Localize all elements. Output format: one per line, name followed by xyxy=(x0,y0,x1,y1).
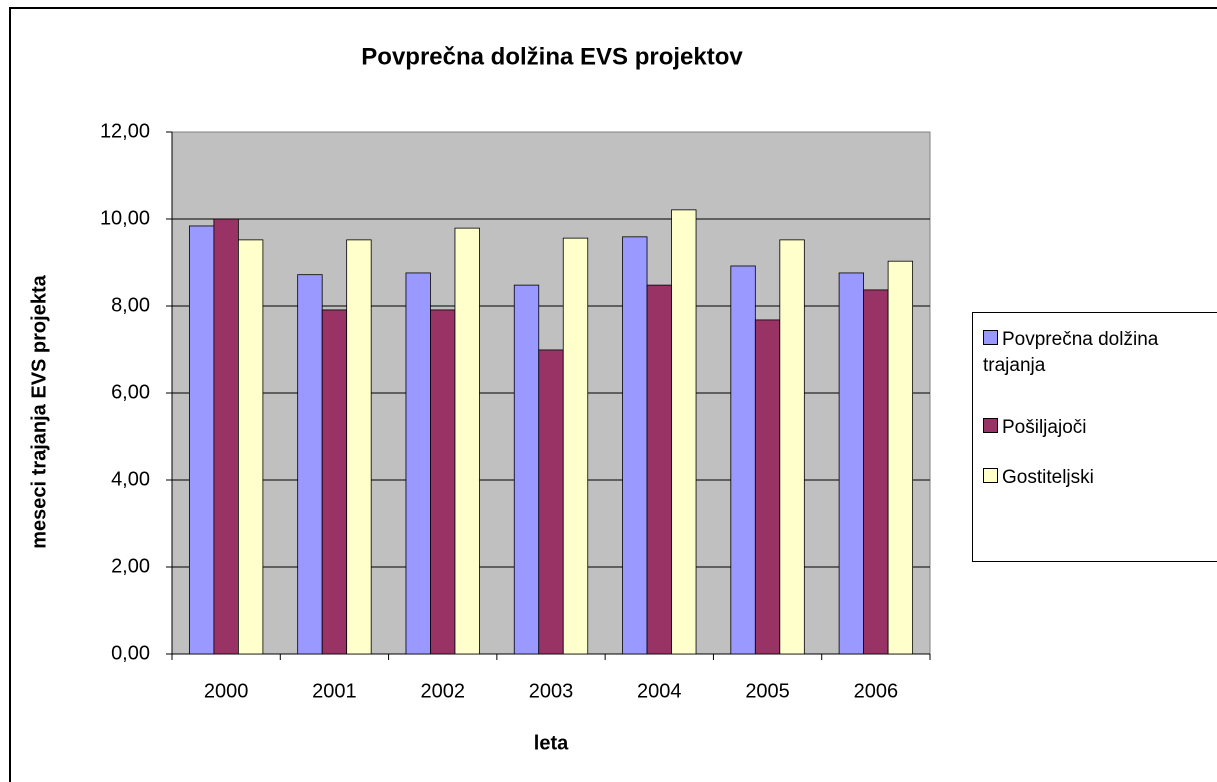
y-tick-label: 2,00 xyxy=(111,555,150,577)
bar xyxy=(730,265,756,655)
legend-swatch xyxy=(983,468,998,483)
bar xyxy=(754,319,781,655)
x-tick-label: 2003 xyxy=(529,680,574,702)
legend-label: Gostiteljski xyxy=(1002,467,1094,488)
y-tick-label: 10,00 xyxy=(100,207,150,229)
x-tick-label: 2004 xyxy=(637,680,682,702)
legend-swatch xyxy=(983,418,998,433)
y-tick-label: 12,00 xyxy=(100,120,150,142)
bar xyxy=(646,284,672,655)
bar xyxy=(538,349,564,655)
x-tick-label: 2002 xyxy=(420,680,465,702)
bar xyxy=(562,237,589,655)
x-tick-label: 2006 xyxy=(854,680,899,702)
bar xyxy=(213,218,239,655)
x-tick-label: 2000 xyxy=(204,680,249,702)
legend-label: Povprečna dolžina trajanja xyxy=(983,329,1159,376)
y-tick-label: 0,00 xyxy=(111,642,150,664)
bar xyxy=(622,236,648,655)
legend: Povprečna dolžina trajanja Pošiljajoči Gos… xyxy=(972,312,1217,562)
chart-title: Povprečna dolžina EVS projektov xyxy=(361,43,743,70)
bar xyxy=(188,225,215,655)
bar xyxy=(346,239,372,655)
x-tick-label: 2001 xyxy=(312,680,357,702)
bar xyxy=(430,309,456,655)
x-axis-title: leta xyxy=(534,732,569,754)
y-tick-label: 8,00 xyxy=(111,294,150,316)
bar xyxy=(513,284,540,655)
x-tick-label: 2005 xyxy=(745,680,790,702)
y-tick-label: 4,00 xyxy=(111,468,150,490)
bar xyxy=(454,227,480,655)
bar xyxy=(779,239,805,655)
y-tick-label: 6,00 xyxy=(111,381,150,403)
bar xyxy=(297,274,323,655)
bar xyxy=(671,209,697,655)
bar xyxy=(321,309,348,655)
bar xyxy=(887,260,914,655)
y-axis-title: meseci trajanja EVS projekta xyxy=(28,274,50,548)
legend-item: Povprečna dolžina trajanja xyxy=(983,327,1217,379)
bar xyxy=(237,239,264,655)
bar xyxy=(863,289,889,655)
legend-label: Pošiljajoči xyxy=(1002,417,1087,438)
legend-item: Gostiteljski xyxy=(983,465,1217,491)
legend-swatch xyxy=(983,330,998,345)
bar xyxy=(405,272,431,655)
bar xyxy=(838,272,865,655)
legend-item: Pošiljajoči xyxy=(983,415,1217,441)
